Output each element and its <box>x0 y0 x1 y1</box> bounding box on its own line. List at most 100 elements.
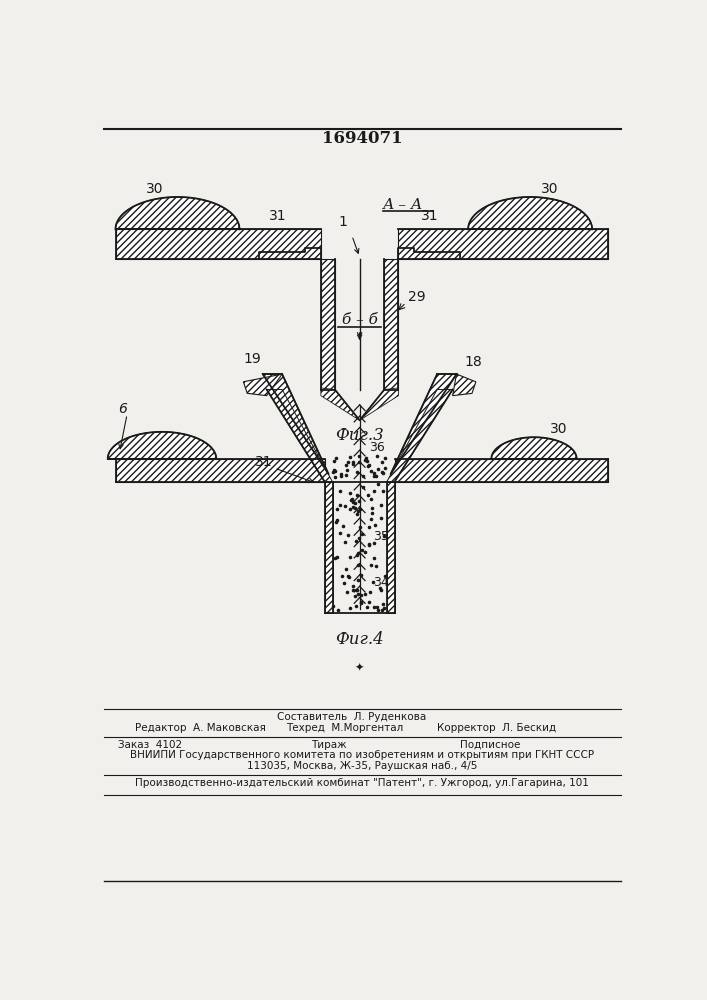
Polygon shape <box>325 482 332 613</box>
Point <box>354 519 366 535</box>
Point <box>378 600 390 616</box>
Point <box>354 454 365 470</box>
Point <box>345 600 356 616</box>
Point <box>341 462 352 478</box>
Point <box>360 452 371 468</box>
Point <box>375 497 387 513</box>
Point <box>371 448 382 464</box>
Point <box>368 468 380 484</box>
Point <box>339 575 350 591</box>
Point <box>344 485 355 501</box>
Text: 113035, Москва, Ж-35, Раушская наб., 4/5: 113035, Москва, Ж-35, Раушская наб., 4/5 <box>247 761 477 771</box>
Polygon shape <box>107 432 216 459</box>
Text: 1694071: 1694071 <box>322 130 402 147</box>
Point <box>342 568 354 584</box>
Polygon shape <box>491 437 577 459</box>
Text: Тираж: Тираж <box>311 740 346 750</box>
Point <box>361 453 373 469</box>
Point <box>363 519 374 535</box>
Point <box>355 567 366 583</box>
Text: ВНИИПИ Государственного комитета по изобретениям и открытиям при ГКНТ СССР: ВНИИПИ Государственного комитета по изоб… <box>130 750 594 760</box>
Polygon shape <box>263 374 329 474</box>
Point <box>327 464 339 480</box>
Point <box>362 458 373 474</box>
Text: Фиг.3: Фиг.3 <box>335 427 384 444</box>
Point <box>368 465 380 481</box>
Point <box>372 461 383 477</box>
Polygon shape <box>243 374 282 396</box>
Polygon shape <box>385 259 398 389</box>
Point <box>361 450 372 466</box>
Point <box>366 491 377 507</box>
Point <box>340 534 351 550</box>
Point <box>361 599 373 615</box>
Point <box>364 584 375 600</box>
Point <box>355 594 366 610</box>
Point <box>379 460 390 476</box>
Point <box>352 547 363 563</box>
Point <box>341 584 353 600</box>
Point <box>340 561 351 577</box>
Point <box>378 465 389 481</box>
Point <box>359 544 370 560</box>
Point <box>347 582 358 598</box>
Point <box>337 568 348 584</box>
Point <box>353 448 364 464</box>
Point <box>370 558 381 574</box>
Point <box>363 594 375 610</box>
Point <box>367 574 378 590</box>
Point <box>355 587 366 603</box>
Point <box>329 550 340 566</box>
Text: 31: 31 <box>269 209 287 223</box>
Polygon shape <box>115 229 321 259</box>
Point <box>349 495 361 511</box>
Point <box>350 582 361 598</box>
Point <box>351 506 363 522</box>
Polygon shape <box>391 374 457 474</box>
Text: А – А: А – А <box>383 198 423 212</box>
Point <box>378 483 389 499</box>
Polygon shape <box>115 459 325 482</box>
Text: Составитель  Л. Руденкова: Составитель Л. Руденкова <box>277 712 426 722</box>
Point <box>357 468 368 484</box>
Text: 36: 36 <box>369 441 385 454</box>
Point <box>362 487 373 503</box>
Point <box>366 511 377 527</box>
Point <box>332 501 343 517</box>
Point <box>369 483 380 499</box>
Point <box>331 450 342 466</box>
Point <box>349 588 361 604</box>
Text: Производственно-издательский комбинат "Патент", г. Ужгород, ул.Гагарина, 101: Производственно-издательский комбинат "П… <box>135 778 589 788</box>
Point <box>344 569 355 585</box>
Point <box>328 453 339 469</box>
Point <box>379 568 390 584</box>
Text: Фиг.4: Фиг.4 <box>335 631 384 648</box>
Point <box>352 464 363 480</box>
Text: 19: 19 <box>243 352 261 366</box>
Point <box>328 462 339 478</box>
Point <box>332 602 344 618</box>
Point <box>367 500 378 516</box>
Point <box>364 457 375 473</box>
Point <box>365 557 376 573</box>
Polygon shape <box>387 482 395 613</box>
Point <box>377 602 388 618</box>
Point <box>341 467 352 483</box>
Point <box>346 492 357 508</box>
Text: 35: 35 <box>373 530 390 543</box>
Point <box>329 469 341 485</box>
Polygon shape <box>468 197 592 229</box>
Point <box>347 578 358 594</box>
Point <box>344 549 355 565</box>
Point <box>327 598 339 614</box>
Point <box>334 483 346 499</box>
Text: 30: 30 <box>146 182 163 196</box>
Point <box>365 463 376 479</box>
Point <box>356 542 368 558</box>
Point <box>380 450 391 466</box>
Point <box>330 514 341 530</box>
Point <box>347 454 358 470</box>
Polygon shape <box>115 197 240 229</box>
Point <box>344 449 356 465</box>
Point <box>332 512 343 528</box>
